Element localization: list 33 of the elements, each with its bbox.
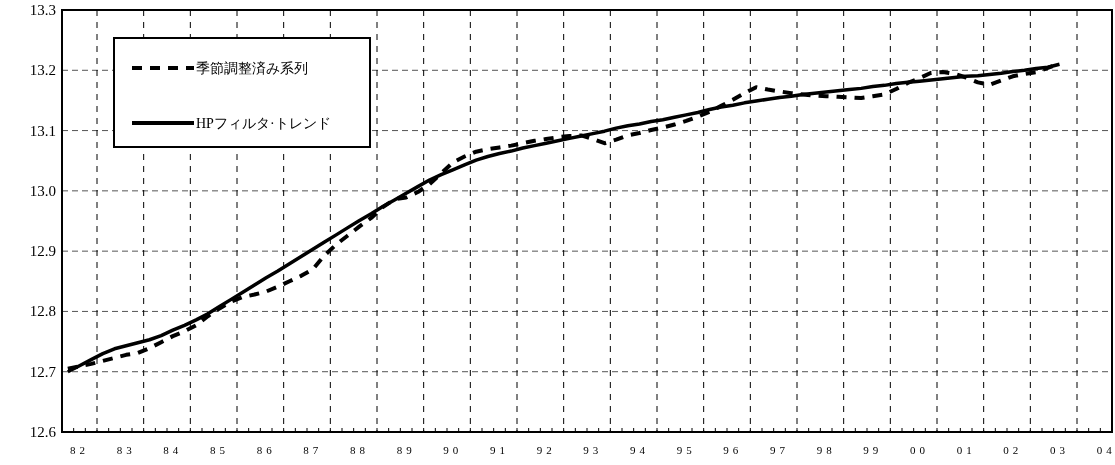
x-tick-label: 04 — [1096, 444, 1115, 456]
x-tick-label: 89 — [396, 444, 416, 456]
x-tick-label: 01 — [956, 444, 976, 456]
x-tick-label: 03 — [1050, 444, 1069, 456]
y-tick-label: 13.0 — [29, 182, 56, 199]
y-tick-label: 12.6 — [29, 424, 57, 440]
y-tick-label: 13.1 — [29, 122, 56, 139]
x-tick-label: 93 — [583, 444, 603, 456]
x-tick-label: 99 — [863, 444, 883, 456]
x-tick-label: 92 — [536, 444, 556, 456]
x-tick-label: 82 — [70, 444, 89, 456]
legend-label: HPフィルタ·トレンド — [196, 116, 331, 131]
x-tick-label: 95 — [676, 444, 696, 456]
y-tick-label: 13.2 — [29, 62, 56, 79]
x-tick-label: 96 — [723, 444, 743, 456]
y-tick-label: 12.8 — [29, 303, 56, 320]
x-tick-label: 02 — [1003, 444, 1023, 456]
x-tick-label: 85 — [210, 444, 229, 456]
legend-label: 季節調整済み系列 — [196, 61, 308, 76]
x-tick-label: 88 — [350, 444, 369, 456]
x-tick-label: 84 — [163, 444, 183, 456]
x-tick-label: 90 — [443, 444, 463, 456]
y-tick-label: 13.3 — [29, 2, 56, 18]
x-tick-label: 87 — [303, 444, 323, 456]
x-tick-label: 86 — [256, 444, 276, 456]
x-tick-label: 97 — [770, 444, 789, 456]
x-tick-label: 83 — [116, 444, 136, 456]
x-tick-label: 91 — [490, 444, 509, 456]
x-tick-label: 98 — [816, 444, 836, 456]
x-tick-label: 00 — [910, 444, 929, 456]
y-tick-label: 12.9 — [29, 243, 56, 260]
y-tick-label: 12.7 — [29, 363, 57, 380]
x-tick-label: 94 — [630, 444, 649, 456]
